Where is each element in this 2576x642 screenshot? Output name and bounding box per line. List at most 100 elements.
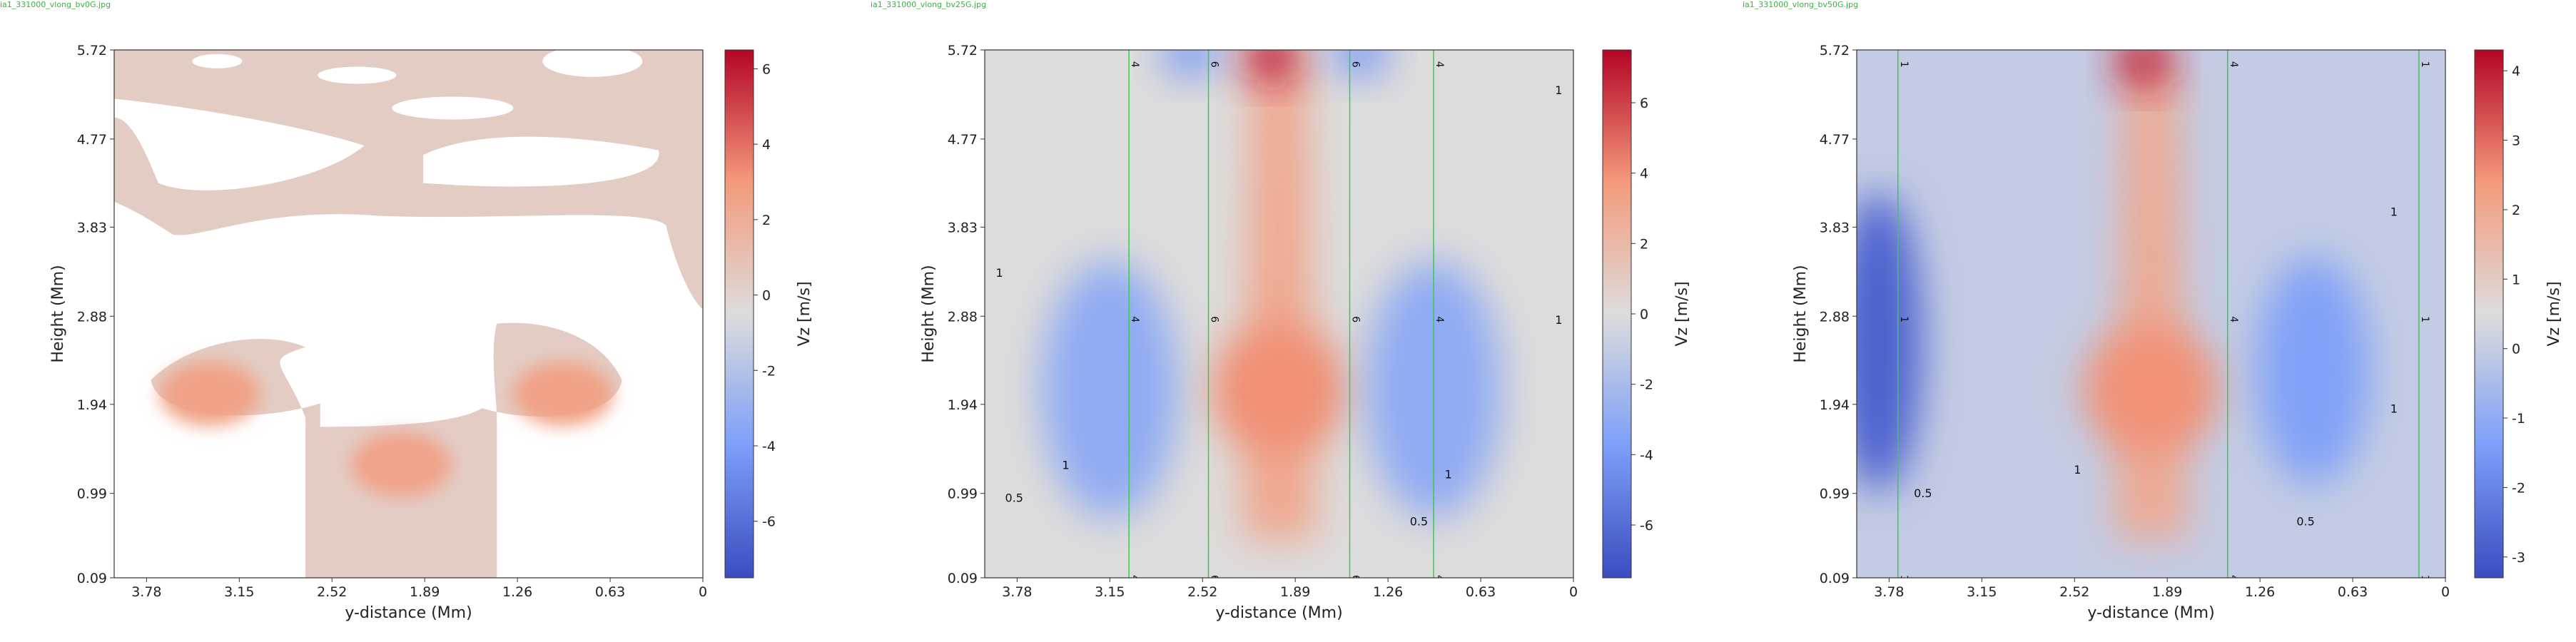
colorbar-tick-label: 6 [1640, 96, 1648, 111]
x-axis-label: y-distance (Mm) [1215, 604, 1342, 622]
field-line-label: 4 [1434, 316, 1445, 322]
flow-feature-3 [2115, 50, 2173, 86]
colorbar-tick-label: 6 [762, 61, 771, 77]
x-tick-label: 3.15 [1967, 584, 1997, 600]
contour-label-5: 1 [2390, 402, 2398, 416]
y-tick-label: 2.88 [1820, 309, 1850, 325]
flow-feature-0 [160, 362, 260, 427]
x-tick-label: 0.63 [1466, 584, 1496, 600]
y-axis-label: Height (Mm) [920, 265, 938, 362]
x-tick-label: 3.15 [1095, 584, 1125, 600]
hole [392, 96, 514, 120]
panel-filename: ia1_331000_vlong_bv0G.jpg [0, 0, 111, 9]
colorbar-tick-label: 2 [1640, 236, 1648, 252]
contour-label-6: 1 [996, 266, 1003, 280]
field-line-label: 1 [1898, 575, 1910, 581]
y-tick-label: 4.77 [77, 132, 107, 148]
contour-label-3: 0.5 [2296, 514, 2314, 528]
plot-area [114, 50, 703, 578]
x-tick-label: 0 [2441, 584, 2450, 600]
upflow-core [1211, 325, 1347, 454]
colorbar-tick-label: 4 [762, 137, 771, 153]
colorbar [1602, 49, 1632, 579]
flow-feature-1 [1857, 193, 1922, 493]
contour-label-5: 1 [1555, 83, 1562, 97]
hole [542, 50, 643, 77]
y-tick-label: 0.99 [77, 486, 107, 502]
field-line-label: 4 [1434, 575, 1445, 581]
flow-feature-3 [1243, 50, 1301, 82]
hole [192, 54, 243, 68]
flow-feature-2 [351, 432, 452, 496]
field-line-label: 4 [1129, 61, 1140, 68]
flow-feature-1 [1042, 260, 1178, 518]
x-tick-label: 3.78 [1002, 584, 1032, 600]
colorbar-tick-label: -2 [2512, 480, 2525, 496]
upper-region [114, 50, 703, 310]
field-line-label: 4 [1129, 316, 1140, 322]
colorbar-tick-label: -2 [762, 363, 776, 379]
upflow-column [1242, 61, 1317, 540]
colorbar-tick-label: -1 [2512, 411, 2525, 427]
x-tick-label: 0.63 [595, 584, 625, 600]
contour-label-1: 1 [1062, 459, 1069, 472]
x-axis-label: y-distance (Mm) [345, 604, 472, 622]
x-tick-label: 2.52 [1187, 584, 1217, 600]
hole [423, 136, 659, 187]
y-tick-label: 0.09 [77, 571, 107, 586]
panel-filename: ia1_331000_vlong_bv50G.jpg [1743, 0, 1858, 9]
plot-frame [113, 49, 704, 579]
x-tick-label: 0.63 [2338, 584, 2368, 600]
plot-area: 4 4 4 6 6 6 6 6 6 4 4 4 1 0.5 1 0.5 1 1 1 [985, 50, 1573, 581]
flow-feature-4 [1162, 50, 1219, 77]
field-line-label: 6 [1350, 316, 1361, 322]
y-tick-label: 3.83 [1820, 220, 1850, 235]
panel-filename: ia1_331000_vlong_bv25G.jpg [871, 0, 986, 9]
x-tick-label: 1.89 [1280, 584, 1310, 600]
colorbar-label: Vz [m/s] [796, 281, 813, 346]
y-axis-label: Height (Mm) [1792, 265, 1810, 362]
upflow-core [2083, 325, 2219, 454]
colorbar-tick-label: 1 [2512, 272, 2520, 287]
colorbar-tick-label: -6 [762, 514, 776, 530]
contour-label-4: 1 [2390, 205, 2398, 219]
colorbar-tick-label: -2 [1640, 377, 1653, 393]
field-line-label: 4 [1129, 575, 1140, 581]
field-line-label: 6 [1350, 61, 1361, 68]
x-tick-label: 1.26 [2245, 584, 2275, 600]
field-line-label: 4 [2228, 575, 2239, 581]
flow-feature-2 [2256, 256, 2370, 485]
x-tick-label: 1.26 [502, 584, 532, 600]
x-tick-label: 2.52 [317, 584, 347, 600]
colorbar-tick-label: 3 [2512, 133, 2520, 149]
colorbar-tick-label: -6 [1640, 518, 1653, 534]
colorbar-tick-label: 2 [2512, 203, 2520, 218]
x-tick-label: 1.89 [2152, 584, 2182, 600]
field-line-label: 6 [1209, 575, 1220, 581]
contour-label-7: 1 [1555, 313, 1562, 327]
plot-frame [984, 49, 1574, 579]
colorbar-label: Vz [m/s] [1673, 281, 1691, 346]
field-line-label: 1 [2419, 61, 2430, 68]
x-tick-label: 3.15 [224, 584, 254, 600]
contour-label-2: 0.5 [1914, 486, 1932, 500]
hole [318, 66, 397, 84]
field-line-label: 4 [1434, 61, 1445, 68]
colorbar-tick-label: 4 [2512, 63, 2520, 79]
chart-panel-1: ia1_331000_vlong_bv0G.jpg 3.78 3.15 2.52 1.8… [0, 0, 813, 622]
y-tick-label: 3.83 [77, 220, 107, 235]
x-tick-label: 0 [699, 584, 707, 600]
colorbar [724, 49, 754, 579]
chart-panel-2: ia1_331000_vlong_bv25G.jpg 4 4 4 6 6 6 6 6 6 4 4 4 1 0… [871, 0, 1691, 622]
contour-label-3: 1 [1445, 468, 1452, 482]
x-tick-label: 0 [1569, 584, 1578, 600]
x-tick-label: 3.78 [131, 584, 161, 600]
x-axis-label: y-distance (Mm) [2087, 604, 2214, 622]
y-tick-label: 0.99 [1820, 486, 1850, 502]
y-tick-label: 5.72 [948, 43, 978, 58]
y-tick-label: 4.77 [948, 132, 978, 148]
y-tick-label: 5.72 [1820, 43, 1850, 58]
contour-label-1: 1 [2074, 463, 2081, 477]
field-line-label: 6 [1209, 61, 1220, 68]
